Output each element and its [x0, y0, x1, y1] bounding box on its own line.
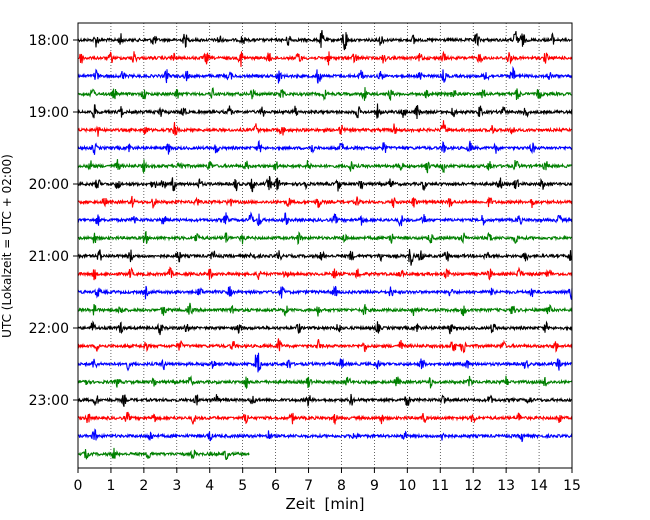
seismogram-trace [77, 175, 573, 193]
seismogram-trace [77, 266, 573, 281]
seismogram-trace [77, 120, 573, 137]
x-tick-label: 5 [238, 478, 247, 494]
seismogram-trace [77, 338, 573, 354]
x-axis-label: Zeit [min] [285, 495, 364, 513]
x-tick-label: 2 [139, 478, 148, 494]
y-tick-label: 20:00 [29, 177, 69, 193]
seismogram-trace [77, 30, 573, 51]
seismogram-trace [77, 285, 573, 300]
y-tick-label: 21:00 [29, 249, 69, 265]
y-tick-label: 19:00 [29, 105, 69, 121]
x-tick-label: 13 [497, 478, 515, 494]
seismogram-trace [77, 320, 573, 336]
seismogram-trace [78, 302, 573, 317]
y-tick-label: 18:00 [29, 33, 69, 49]
seismogram-trace [77, 50, 573, 67]
seismogram-trace [77, 375, 573, 390]
seismogram-trace [77, 447, 250, 461]
y-axis-label: UTC (Lokalzeit = UTC + 02:00) [0, 154, 14, 338]
seismogram-trace [77, 139, 573, 155]
seismogram-trace [77, 352, 573, 373]
x-tick-label: 15 [563, 478, 581, 494]
y-tick-label: 22:00 [29, 321, 69, 337]
seismogram-trace [77, 249, 573, 266]
x-tick-label: 12 [464, 478, 482, 494]
x-tick-label: 1 [106, 478, 115, 494]
x-tick-label: 8 [337, 478, 346, 494]
seismogram-trace [77, 87, 573, 102]
x-tick-label: 11 [431, 478, 449, 494]
seismogram-trace [77, 230, 573, 246]
y-tick-label: 23:00 [29, 393, 69, 409]
seismogram-trace [77, 65, 573, 84]
seismogram-trace [77, 103, 573, 120]
seismogram-traces [77, 30, 573, 461]
vertical-grid [110, 23, 540, 468]
seismogram-trace [77, 393, 573, 407]
x-tick-label: 10 [398, 478, 416, 494]
x-tick-label: 9 [370, 478, 379, 494]
plot-frame [77, 22, 573, 469]
x-tick-label: 6 [271, 478, 280, 494]
x-axis-ticks: 0 1 2 3 4 5 6 7 8 9 10 11 12 13 14 15 [74, 468, 581, 494]
seismogram-trace [77, 195, 573, 209]
seismogram-trace [77, 211, 573, 228]
x-tick-label: 3 [172, 478, 181, 494]
x-tick-label: 0 [74, 478, 83, 494]
seismogram-trace [77, 428, 573, 443]
seismogram-trace [77, 159, 573, 175]
x-tick-label: 14 [530, 478, 548, 494]
seismogram-trace [77, 411, 573, 425]
x-tick-label: 4 [205, 478, 214, 494]
y-axis-ticks: 18:00 19:00 20:00 21:00 22:00 23:00 [29, 33, 78, 409]
x-tick-label: 7 [304, 478, 313, 494]
